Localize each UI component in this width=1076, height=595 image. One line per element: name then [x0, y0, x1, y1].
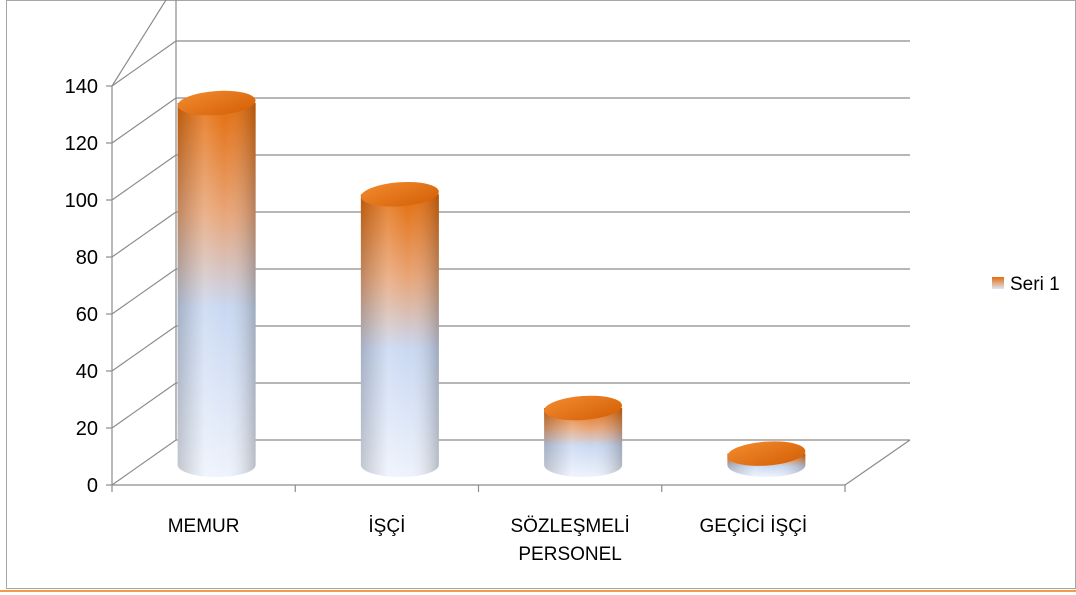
- bottom-rule: [0, 590, 1076, 592]
- gridline-side-80: [111, 211, 177, 258]
- bar-4: [727, 441, 806, 477]
- x-category-label-3-line-2: PERSONEL: [518, 544, 621, 565]
- bar-cap-4: [727, 441, 806, 466]
- bar-cap-1: [177, 90, 256, 116]
- y-tick-label-20: 20: [76, 418, 98, 440]
- bars: [177, 90, 806, 478]
- labels: 0 20 40 60 80 100 120 140 MEMUR İŞÇİ SÖZLEŞMELİ PER…: [65, 76, 808, 565]
- y-tick-label-60: 60: [76, 304, 98, 326]
- bar-cap-3: [544, 395, 623, 421]
- bar-shade-1: [177, 103, 256, 478]
- y-tick-label-120: 120: [65, 133, 98, 155]
- legend: Seri 1: [992, 274, 1060, 295]
- gridlines: [111, 0, 911, 486]
- y-tick-label-80: 80: [76, 247, 98, 269]
- floor-left-edge: [111, 439, 177, 486]
- bar-shade-3: [544, 408, 623, 477]
- gridline-side-100: [111, 154, 177, 201]
- x-category-label-1: MEMUR: [168, 516, 240, 537]
- axes: [106, 85, 846, 492]
- bar-shade-2: [360, 194, 439, 477]
- floor-right-edge: [844, 439, 911, 486]
- gridline-side-40: [111, 325, 177, 372]
- y-tick-label-140: 140: [65, 76, 98, 98]
- x-category-label-2: İŞÇİ: [368, 516, 405, 537]
- gridline-side-120: [111, 97, 177, 144]
- y-tick-label-0: 0: [87, 475, 98, 497]
- gridline-side-top: [111, 0, 167, 87]
- bar-3: [544, 395, 623, 477]
- bar-2: [360, 181, 439, 477]
- legend-swatch: [992, 277, 1004, 289]
- bar-1: [177, 90, 256, 478]
- x-category-label-3: SÖZLEŞMELİ: [510, 516, 629, 537]
- legend-label-seri-1: Seri 1: [1010, 274, 1060, 295]
- gridline-side-20: [111, 382, 177, 429]
- bar-cap-2: [360, 181, 439, 207]
- y-tick-label-40: 40: [76, 361, 98, 383]
- gridline-side-60: [111, 268, 177, 315]
- gridline-side-140: [111, 40, 177, 87]
- x-category-label-4: GEÇİCİ İŞÇİ: [700, 516, 808, 537]
- y-tick-label-100: 100: [65, 190, 98, 212]
